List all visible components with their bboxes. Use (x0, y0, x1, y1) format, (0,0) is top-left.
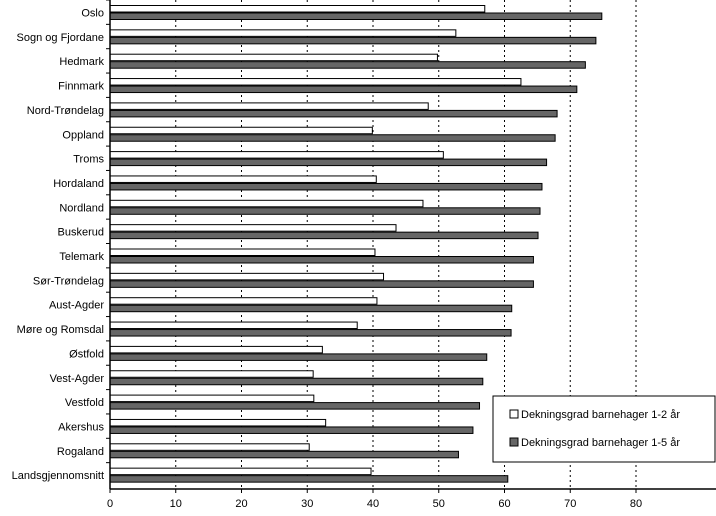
bar-1-2 (109, 272, 385, 281)
bars (109, 5, 603, 483)
category-label: Sør-Trøndelag (33, 275, 104, 287)
category-label: Finnmark (58, 81, 104, 93)
category-label: Troms (73, 154, 104, 166)
x-tick-label: 50 (433, 498, 445, 510)
category-label: Nord-Trøndelag (27, 105, 104, 117)
bar-1-2 (109, 53, 438, 62)
category-label: Buskerud (58, 227, 104, 239)
legend-label-1-5: Dekningsgrad barnehager 1-5 år (521, 437, 680, 449)
bar-1-5 (109, 475, 509, 483)
x-tick-label: 40 (367, 498, 379, 510)
x-tick-label: 10 (170, 498, 182, 510)
category-label: Oppland (62, 129, 104, 141)
x-tick-label: 30 (301, 498, 313, 510)
category-label: Vest-Agder (50, 373, 105, 385)
x-tick-label: 80 (630, 498, 642, 510)
bar-1-5 (109, 182, 543, 191)
bar-1-2 (109, 102, 429, 110)
category-label: Aust-Agder (49, 300, 104, 312)
bar-1-2 (109, 345, 323, 354)
bar-1-5 (109, 36, 597, 45)
bar-1-2 (109, 467, 372, 476)
bar-1-5 (109, 109, 558, 118)
legend-swatch-1-5 (509, 437, 519, 447)
bar-1-2 (109, 199, 424, 208)
bar-1-2 (109, 78, 522, 86)
category-label: Østfold (69, 348, 104, 360)
bar-1-2 (109, 151, 444, 159)
category-label: Hordaland (53, 178, 104, 190)
bar-1-2 (109, 321, 358, 330)
bar-1-5 (109, 85, 578, 94)
x-tick-label: 60 (498, 498, 510, 510)
bar-1-5 (109, 134, 556, 142)
bar-1-2 (109, 224, 397, 232)
bar-1-2 (109, 394, 315, 403)
x-tick-label: 20 (235, 498, 247, 510)
category-label: Nordland (59, 202, 104, 214)
bar-1-5 (109, 231, 539, 240)
bar-1-5 (109, 304, 513, 313)
bar-1-5 (109, 353, 488, 361)
category-label: Oslo (81, 8, 104, 20)
category-label: Landsgjennomsnitt (12, 470, 104, 482)
bar-1-5 (109, 280, 534, 288)
bar-1-2 (109, 126, 373, 135)
category-label: Hedmark (59, 56, 104, 68)
category-label: Akershus (58, 421, 104, 433)
bar-1-2 (109, 443, 310, 451)
category-label: Telemark (59, 251, 104, 263)
bar-1-5 (109, 377, 484, 386)
bar-1-5 (109, 256, 534, 264)
bar-1-2 (109, 370, 314, 378)
legend-box (492, 395, 716, 463)
bar-1-5 (109, 158, 548, 167)
bar-1-5 (109, 329, 512, 337)
bar-1-5 (109, 12, 603, 20)
bar-1-5 (109, 207, 541, 215)
category-label: Vestfold (65, 397, 104, 409)
bar-1-5 (109, 61, 586, 69)
x-tick-label: 0 (107, 498, 113, 510)
category-labels: Oslo Sogn og Fjordane Hedmark Finnmark Nord-… (12, 8, 105, 483)
bar-1-2 (109, 248, 376, 256)
bar-1-2 (109, 418, 327, 427)
legend: Dekningsgrad barnehager 1-2 år Dekningsg… (492, 395, 716, 463)
bar-1-5 (109, 402, 481, 410)
x-tick-label: 70 (564, 498, 576, 510)
bar-1-2 (109, 5, 486, 13)
category-label: Møre og Romsdal (17, 324, 104, 336)
bar-1-2 (109, 175, 377, 183)
bar-1-5 (109, 426, 474, 434)
legend-label-1-2: Dekningsgrad barnehager 1-2 år (521, 409, 680, 421)
category-label: Rogaland (57, 446, 104, 458)
bar-1-2 (109, 297, 378, 305)
bar-1-5 (109, 450, 459, 459)
category-label: Sogn og Fjordane (17, 32, 104, 44)
legend-swatch-1-2 (509, 409, 519, 419)
x-tick-labels: 0 10 20 30 40 50 60 70 80 (107, 498, 642, 510)
bar-1-2 (109, 29, 457, 37)
